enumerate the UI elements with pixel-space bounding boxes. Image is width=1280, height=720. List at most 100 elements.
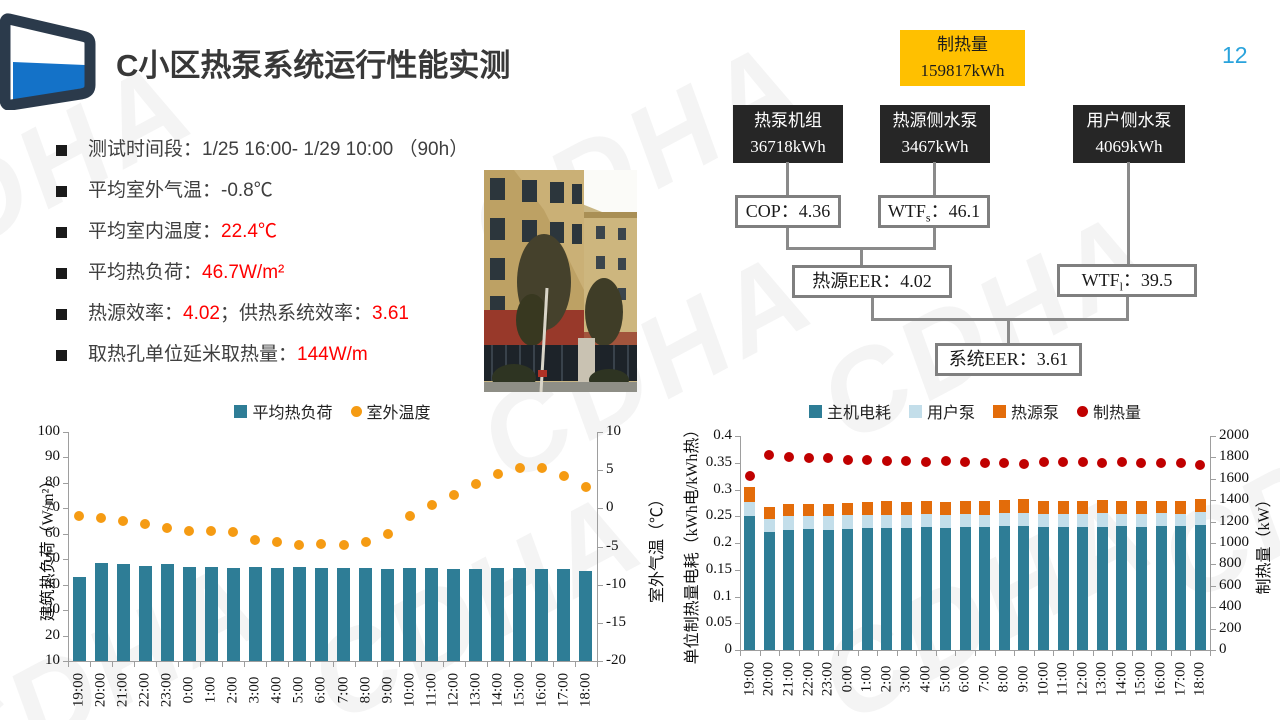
- x-tick: [1053, 651, 1055, 656]
- bullet-text: 测试时间段：1/25 16:00- 1/29 10:00 （90h）: [88, 138, 468, 162]
- bar-segment: [803, 516, 815, 530]
- scatter-dot: [783, 451, 794, 462]
- bar-segment: [138, 565, 152, 661]
- y-tick: [63, 610, 68, 612]
- scatter-dot: [1156, 457, 1167, 468]
- box-heat-output-value: 159817kWh: [920, 61, 1005, 80]
- bar-segment: [469, 569, 483, 661]
- x-tick-label: 12:00: [445, 672, 462, 708]
- scatter-dot: [118, 515, 129, 526]
- x-tick: [1151, 651, 1153, 656]
- left-axis-title: 单位制热量电耗（kWh电/kWh热）: [684, 421, 701, 665]
- connector-line: [871, 318, 1129, 321]
- y-tick: [63, 635, 68, 637]
- y2-tick-label: 200: [1219, 619, 1242, 636]
- site-photo: [484, 170, 637, 392]
- y2-tick-label: 600: [1219, 576, 1242, 593]
- box-system-eer: 系统EER：3.61: [935, 343, 1082, 376]
- y-tick: [735, 596, 740, 598]
- y2-tick-label: -20: [606, 652, 626, 668]
- x-tick-label: 12:00: [1074, 661, 1091, 697]
- y2-tick-label: 0: [606, 499, 614, 516]
- x-axis-line: [68, 661, 598, 662]
- y-axis-line: [68, 432, 69, 661]
- x-tick-label: 0:00: [180, 676, 197, 704]
- x-tick: [1072, 651, 1074, 656]
- bar-segment: [900, 515, 912, 528]
- bullet-label: ；供热系统效率：: [220, 303, 373, 324]
- slide-title: C小区热泵系统运行性能实测: [116, 48, 511, 83]
- y2-tick: [1211, 478, 1216, 480]
- bullet-value-red: 3.61: [372, 303, 409, 324]
- y-tick: [735, 516, 740, 518]
- x-tick-label: 8:00: [995, 665, 1012, 693]
- connector-line: [933, 162, 936, 196]
- box-wtf-l: WTFl：39.5: [1057, 264, 1197, 297]
- y2-tick: [1211, 585, 1216, 587]
- scatter-dot: [558, 470, 569, 481]
- x-tick: [975, 651, 976, 656]
- bullet-value-red: 4.02: [183, 303, 220, 324]
- x-tick-label: 14:00: [1113, 661, 1130, 697]
- y-tick-label: 30: [45, 601, 60, 618]
- y2-tick: [1211, 607, 1216, 609]
- bar-segment: [1018, 525, 1030, 650]
- y-tick-label: 100: [37, 423, 61, 439]
- x-tick: [68, 662, 69, 667]
- x-tick: [1170, 651, 1172, 656]
- bar-segment: [1057, 527, 1069, 650]
- bar-segment: [861, 528, 873, 650]
- scatter-dot: [96, 513, 107, 524]
- scatter-dot: [294, 539, 305, 550]
- bar-segment: [763, 506, 775, 519]
- box-cop: COP：4.36: [735, 195, 841, 228]
- y-tick: [63, 533, 68, 535]
- legend-label: 主机电耗: [826, 405, 891, 422]
- box-value: 4069kWh: [1095, 137, 1163, 156]
- bar-segment: [979, 514, 991, 528]
- box-title: 热泵机组: [754, 110, 822, 130]
- bullet-square-icon: [56, 309, 67, 320]
- bar-segment: [979, 527, 991, 650]
- bar-segment: [959, 500, 971, 515]
- bullet-value-red: 22.4℃: [221, 221, 277, 242]
- bullet-value-red: 46.7W/m²: [202, 262, 285, 283]
- y2-tick-label: -15: [606, 613, 626, 630]
- scatter-dot: [960, 457, 971, 468]
- bar-segment: [1077, 513, 1089, 527]
- chart-legend: 平均热负荷 室外温度: [68, 399, 597, 423]
- box-source-eer: 热源EER：4.02: [792, 265, 952, 298]
- metric-text: COP：4.36: [745, 201, 831, 222]
- bullet-label: 平均热负荷：: [88, 262, 203, 283]
- scatter-dot: [1195, 460, 1206, 471]
- x-tick-label: 0:00: [839, 665, 856, 693]
- scatter-dot: [470, 478, 481, 489]
- bar-segment: [579, 570, 593, 661]
- x-tick: [935, 651, 937, 656]
- x-tick: [837, 651, 839, 656]
- bar-segment: [920, 514, 932, 527]
- y-tick-label: 0.35: [705, 453, 732, 470]
- bar-segment: [1096, 526, 1108, 650]
- bar-segment: [1194, 499, 1206, 512]
- x-tick: [222, 662, 224, 667]
- bar-segment: [822, 504, 834, 517]
- x-tick: [740, 651, 741, 656]
- scatter-dot: [514, 462, 525, 473]
- y-tick-label: 80: [45, 473, 60, 490]
- y2-tick: [1211, 457, 1216, 459]
- bar-segment: [744, 486, 756, 502]
- x-tick: [508, 662, 510, 667]
- box-heat-output: 制热量 159817kWh: [900, 30, 1025, 86]
- x-tick: [896, 651, 898, 656]
- bullet-text: 平均室外气温：-0.8℃: [88, 179, 273, 203]
- x-tick-label: 20:00: [760, 661, 777, 697]
- scatter-dot: [823, 452, 834, 463]
- bar-segment: [270, 568, 284, 661]
- box-title: 热源侧水泵: [892, 110, 978, 130]
- x-tick: [178, 662, 180, 667]
- bullet-text: 取热孔单位延米取热量：144W/m: [88, 343, 368, 367]
- y-tick-label: 0.15: [705, 560, 732, 577]
- bullet-label: 热源效率：: [88, 303, 184, 324]
- bar-segment: [783, 529, 795, 650]
